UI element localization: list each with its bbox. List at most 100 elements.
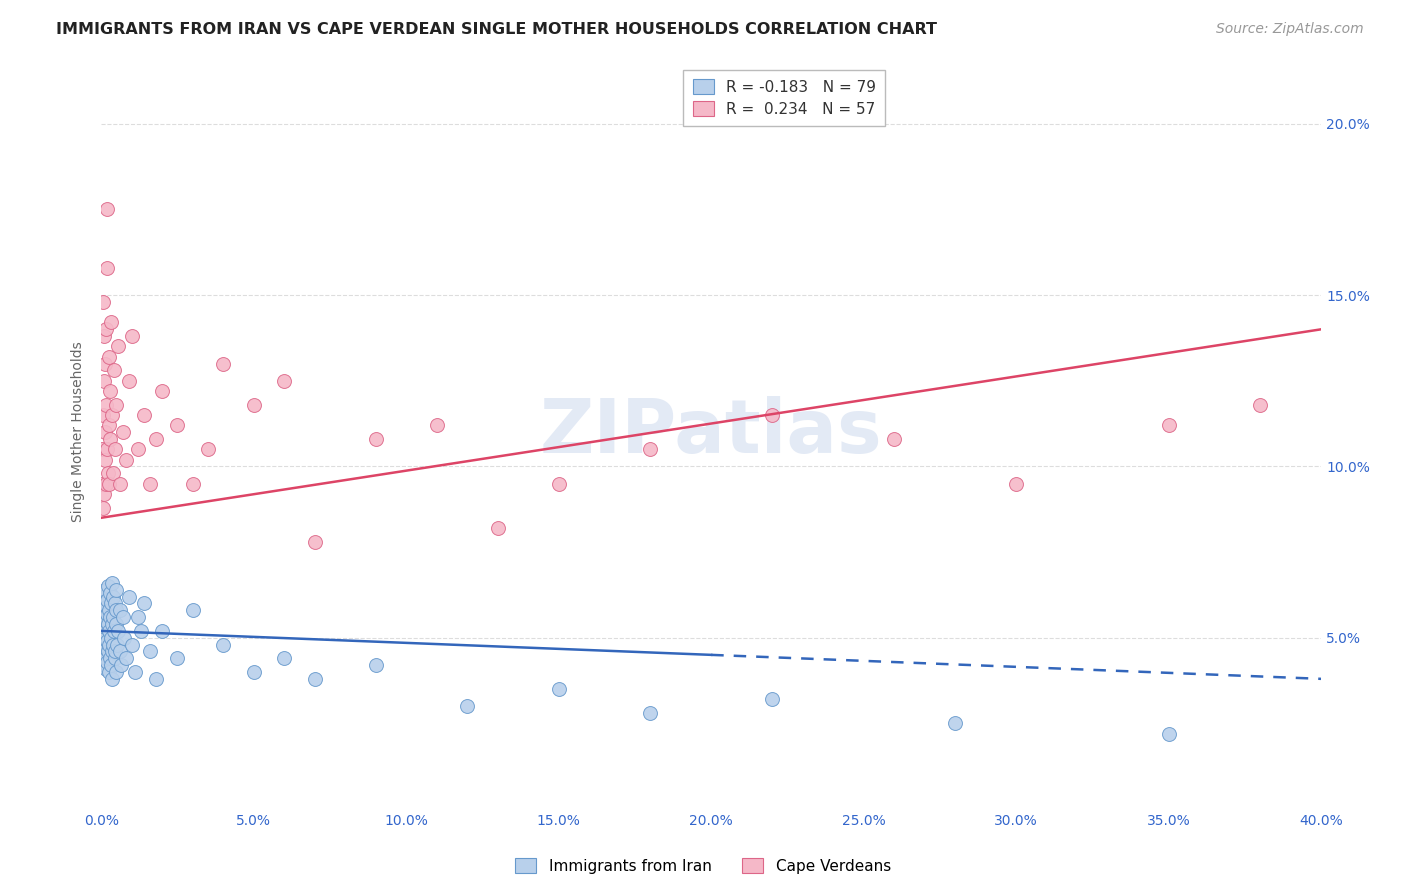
Point — [93, 374, 115, 388]
Point — [96, 651, 118, 665]
Point — [100, 658, 122, 673]
Point — [242, 665, 264, 679]
Point — [486, 521, 509, 535]
Point — [118, 590, 141, 604]
Point — [139, 644, 162, 658]
Point — [97, 603, 120, 617]
Point — [93, 487, 115, 501]
Point — [108, 644, 131, 658]
Point — [103, 638, 125, 652]
Point — [304, 534, 326, 549]
Point — [96, 634, 118, 648]
Point — [118, 374, 141, 388]
Point — [108, 603, 131, 617]
Point — [93, 597, 115, 611]
Point — [166, 418, 188, 433]
Point — [121, 329, 143, 343]
Point — [127, 610, 149, 624]
Point — [150, 384, 173, 398]
Point — [761, 408, 783, 422]
Point — [91, 648, 114, 662]
Point — [100, 575, 122, 590]
Point — [129, 624, 152, 638]
Point — [304, 672, 326, 686]
Point — [101, 617, 124, 632]
Point — [638, 706, 661, 720]
Point — [93, 610, 115, 624]
Point — [94, 357, 117, 371]
Y-axis label: Single Mother Households: Single Mother Households — [72, 342, 86, 523]
Point — [547, 682, 569, 697]
Legend: R = -0.183   N = 79, R =  0.234   N = 57: R = -0.183 N = 79, R = 0.234 N = 57 — [683, 70, 886, 126]
Point — [273, 651, 295, 665]
Point — [107, 624, 129, 638]
Point — [139, 476, 162, 491]
Point — [93, 329, 115, 343]
Point — [94, 599, 117, 614]
Point — [242, 398, 264, 412]
Point — [97, 579, 120, 593]
Point — [101, 644, 124, 658]
Point — [197, 442, 219, 457]
Point — [181, 603, 204, 617]
Point — [114, 452, 136, 467]
Point — [104, 442, 127, 457]
Text: IMMIGRANTS FROM IRAN VS CAPE VERDEAN SINGLE MOTHER HOUSEHOLDS CORRELATION CHART: IMMIGRANTS FROM IRAN VS CAPE VERDEAN SIN… — [56, 22, 938, 37]
Point — [93, 658, 115, 673]
Point — [107, 339, 129, 353]
Point — [91, 638, 114, 652]
Point — [94, 662, 117, 676]
Point — [91, 294, 114, 309]
Point — [108, 476, 131, 491]
Point — [100, 597, 122, 611]
Point — [132, 408, 155, 422]
Point — [96, 593, 118, 607]
Point — [94, 582, 117, 597]
Point — [105, 582, 128, 597]
Point — [98, 586, 121, 600]
Point — [943, 716, 966, 731]
Point — [145, 672, 167, 686]
Point — [91, 590, 114, 604]
Point — [426, 418, 449, 433]
Point — [96, 655, 118, 669]
Point — [111, 425, 134, 439]
Point — [103, 363, 125, 377]
Point — [96, 260, 118, 275]
Point — [97, 467, 120, 481]
Point — [105, 617, 128, 632]
Point — [97, 617, 120, 632]
Point — [103, 610, 125, 624]
Point — [90, 614, 112, 628]
Point — [110, 658, 132, 673]
Point — [94, 640, 117, 655]
Point — [98, 624, 121, 638]
Point — [1005, 476, 1028, 491]
Point — [761, 692, 783, 706]
Point — [98, 638, 121, 652]
Point — [104, 603, 127, 617]
Point — [103, 624, 125, 638]
Point — [93, 408, 115, 422]
Point — [112, 631, 135, 645]
Point — [114, 651, 136, 665]
Point — [883, 432, 905, 446]
Point — [273, 374, 295, 388]
Point — [364, 658, 387, 673]
Point — [103, 467, 125, 481]
Point — [104, 644, 127, 658]
Point — [98, 476, 121, 491]
Point — [105, 638, 128, 652]
Point — [90, 476, 112, 491]
Text: Source: ZipAtlas.com: Source: ZipAtlas.com — [1216, 22, 1364, 37]
Point — [97, 665, 120, 679]
Point — [212, 638, 235, 652]
Point — [96, 607, 118, 621]
Point — [91, 500, 114, 515]
Point — [132, 597, 155, 611]
Point — [97, 644, 120, 658]
Point — [101, 590, 124, 604]
Point — [93, 631, 115, 645]
Point — [100, 631, 122, 645]
Point — [94, 398, 117, 412]
